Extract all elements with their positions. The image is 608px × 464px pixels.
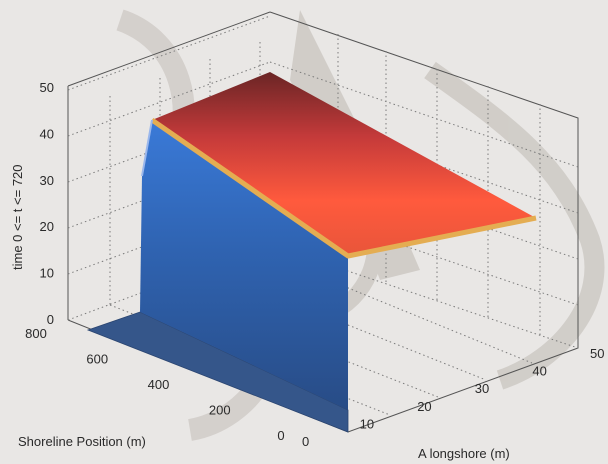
surface-slope xyxy=(152,72,536,256)
y-ticks: 0 10 20 30 40 50 xyxy=(40,80,54,327)
x-tick-label: 600 xyxy=(86,352,108,367)
y-tick-label: 10 xyxy=(40,266,54,281)
z-axis-label: A longshore (m) xyxy=(418,446,510,461)
y-tick-label: 20 xyxy=(40,219,54,234)
x-axis-label: Shoreline Position (m) xyxy=(18,434,146,449)
x-tick-label: 800 xyxy=(25,326,47,341)
y-tick-label: 30 xyxy=(40,173,54,188)
x-ticks: 0 200 400 600 800 xyxy=(25,326,284,443)
y-axis-label: time 0 <= t <= 720 xyxy=(10,164,25,270)
y-tick-label: 0 xyxy=(47,312,54,327)
z-ticks: 0 10 20 30 40 50 xyxy=(302,346,604,449)
y-tick-label: 50 xyxy=(40,80,54,95)
surface-lip xyxy=(141,119,153,177)
x-tick-label: 400 xyxy=(148,377,170,392)
surface xyxy=(86,72,537,433)
surface-cliff xyxy=(140,120,348,410)
z-tick-label: 0 xyxy=(302,434,309,449)
z-tick-label: 20 xyxy=(417,399,431,414)
x-tick-label: 200 xyxy=(209,403,231,418)
z-tick-label: 40 xyxy=(532,364,546,379)
surface-edge xyxy=(150,117,537,259)
x-tick-label: 0 xyxy=(277,428,284,443)
z-tick-label: 50 xyxy=(590,346,604,361)
y-tick-label: 40 xyxy=(40,126,54,141)
z-tick-label: 30 xyxy=(475,381,489,396)
z-tick-label: 10 xyxy=(360,416,374,431)
